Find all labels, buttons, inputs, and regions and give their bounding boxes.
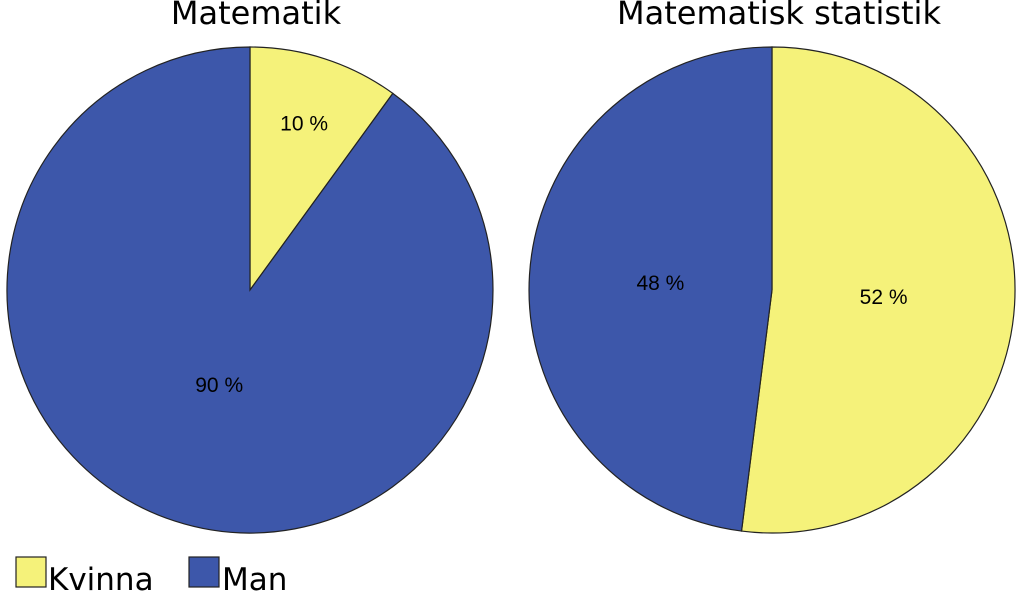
data-label-kvinna: 52 % (860, 286, 908, 309)
pie-slices (528, 46, 1016, 534)
data-label-man: 90 % (195, 374, 243, 397)
legend-label-man: Man (222, 562, 287, 598)
legend-swatch-kvinna (15, 556, 47, 588)
pie-chart-matematisk-statistik: Matematisk statistik 52 % 48 % (528, 0, 1016, 534)
pie-slice-kvinna (740, 46, 1016, 534)
legend-swatch-man (188, 556, 220, 588)
data-label-kvinna: 10 % (280, 113, 328, 136)
chart-title-matematisk-statistik: Matematisk statistik (617, 0, 941, 32)
chart-title-matematik: Matematik (171, 0, 342, 32)
pie-slice-kvinna (249, 46, 394, 292)
pie-slice-man (6, 46, 494, 534)
pie-chart-matematik: Matematik 10 % 90 % (6, 0, 494, 534)
pie-slice-man (528, 46, 773, 532)
legend: Kvinna Man (15, 556, 287, 598)
legend-label-kvinna: Kvinna (48, 562, 154, 598)
pie-data-labels: 10 % 90 % (195, 113, 328, 397)
data-label-man: 48 % (636, 272, 684, 295)
pie-data-labels: 52 % 48 % (636, 272, 907, 309)
pie-slices (6, 46, 494, 534)
